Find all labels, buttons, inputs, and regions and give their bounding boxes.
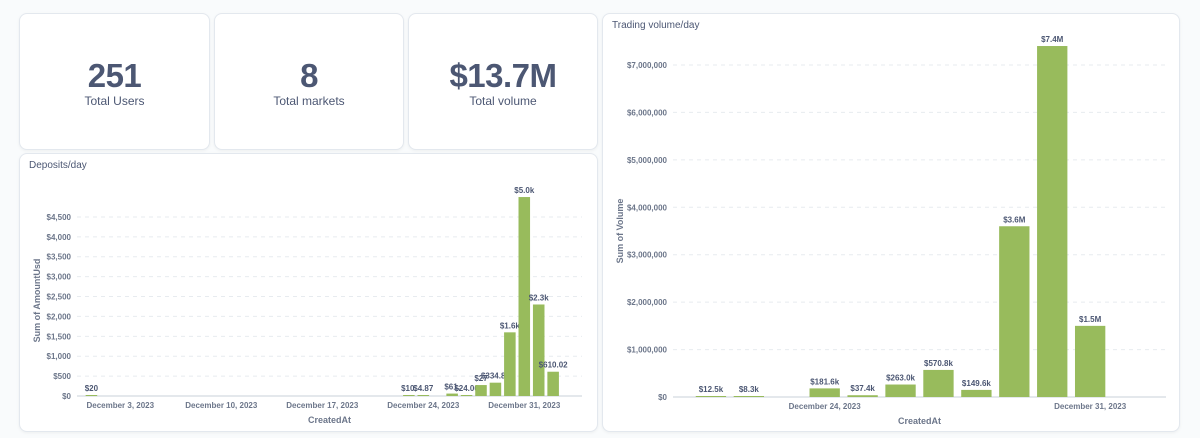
volume-ytick-label: $4,000,000	[627, 203, 668, 212]
volume-xtick-label: December 24, 2023	[789, 402, 862, 411]
volume-xtick-label: December 31, 2023	[1054, 402, 1127, 411]
deposits-chart: $0 $500 $1,000 $1,500 $2,000 $2,500 $3,000 $3,5…	[32, 186, 582, 425]
deposits-data-label: $334.82	[481, 372, 510, 381]
deposits-ytick-label: $2,000	[47, 312, 72, 321]
deposits-bar[interactable]	[532, 304, 545, 396]
deposits-data-label: $2.3k	[529, 293, 550, 302]
deposits-bar[interactable]	[504, 332, 516, 396]
deposits-bar[interactable]	[547, 371, 559, 396]
volume-bar[interactable]	[923, 369, 954, 397]
volume-ytick-label: $0	[658, 393, 667, 402]
total-users-label: Total Users	[84, 94, 145, 108]
volume-y-axis-title: Sum of Volume	[615, 199, 625, 264]
deposits-x-axis-title: CreatedAt	[308, 415, 351, 425]
volume-ytick-label: $3,000,000	[627, 251, 668, 260]
volume-bar[interactable]	[847, 395, 878, 397]
deposits-xtick-label: December 24, 2023	[387, 401, 460, 410]
deposits-xtick-label: December 17, 2023	[286, 401, 359, 410]
total-users-card[interactable]: 251 Total Users	[19, 13, 210, 150]
deposits-bar[interactable]	[489, 382, 502, 396]
deposits-data-label: $20	[85, 384, 99, 393]
deposits-data-label: $24.06	[454, 384, 479, 393]
volume-bar[interactable]	[885, 384, 916, 397]
deposits-ytick-label: $1,000	[47, 352, 72, 361]
volume-chart-card[interactable]: Trading volume/day $0 $1,000,000 $2,000,00…	[602, 13, 1180, 432]
volume-bar[interactable]	[695, 396, 727, 397]
deposits-xtick-label: December 3, 2023	[86, 401, 154, 410]
volume-ytick-label: $6,000,000	[627, 108, 668, 117]
deposits-bar[interactable]	[446, 393, 458, 396]
total-markets-value: 8	[300, 57, 318, 94]
volume-bar[interactable]	[999, 226, 1030, 397]
total-volume-card[interactable]: $13.7M Total volume	[408, 13, 598, 150]
volume-ytick-label: $2,000,000	[627, 298, 668, 307]
deposits-ytick-label: $0	[62, 392, 71, 401]
volume-ytick-label: $1,000,000	[627, 346, 668, 355]
total-volume-value: $13.7M	[449, 57, 557, 94]
volume-bar[interactable]	[1037, 46, 1068, 398]
deposits-chart-title[interactable]: Deposits/day	[29, 160, 87, 171]
deposits-data-label: $27	[474, 374, 488, 383]
volume-x-axis-title: CreatedAt	[898, 416, 941, 426]
deposits-bar[interactable]	[460, 395, 473, 396]
volume-chart: $0 $1,000,000 $2,000,000 $3,000,000 $4,000,0…	[615, 35, 1166, 426]
deposits-bar[interactable]	[417, 395, 430, 396]
volume-data-label: $3.6M	[1003, 215, 1026, 224]
deposits-data-label: $1.6k	[500, 321, 521, 330]
volume-ytick-label: $5,000,000	[627, 156, 668, 165]
volume-data-label: $7.4M	[1041, 35, 1064, 44]
volume-data-label: $8.3k	[739, 385, 760, 394]
volume-data-label: $12.5k	[699, 385, 724, 394]
deposits-xtick-label: December 31, 2023	[488, 401, 561, 410]
deposits-bar[interactable]	[403, 395, 415, 396]
volume-data-label: $570.8k	[924, 359, 953, 368]
deposits-data-label: $10.	[401, 384, 417, 393]
deposits-data-label: $610.02	[539, 361, 568, 370]
deposits-data-label: $5.0k	[514, 186, 535, 195]
volume-bar[interactable]	[809, 388, 840, 397]
deposits-bar[interactable]	[85, 395, 98, 396]
volume-data-label: $263.0k	[886, 374, 915, 383]
deposits-ytick-label: $1,500	[47, 332, 72, 341]
volume-bar[interactable]	[1074, 325, 1106, 397]
deposits-xtick-label: December 10, 2023	[185, 401, 258, 410]
volume-data-label: $149.6k	[962, 379, 991, 388]
deposits-y-axis-title: Sum of AmountUsd	[32, 259, 42, 343]
deposits-data-label: $4.87	[413, 384, 434, 393]
volume-chart-title[interactable]: Trading volume/day	[612, 20, 700, 31]
deposits-data-label: $61.	[444, 383, 460, 392]
volume-data-label: $37.4k	[850, 384, 875, 393]
deposits-ytick-label: $500	[53, 372, 71, 381]
volume-bar[interactable]	[961, 389, 992, 397]
deposits-ytick-label: $4,500	[47, 213, 72, 222]
deposits-ytick-label: $3,500	[47, 253, 72, 262]
volume-data-label: $1.5M	[1079, 315, 1102, 324]
total-volume-label: Total volume	[469, 94, 537, 108]
volume-data-label: $181.6k	[810, 377, 839, 386]
volume-ytick-label: $7,000,000	[627, 61, 668, 70]
total-markets-card[interactable]: 8 Total markets	[214, 13, 404, 150]
deposits-ytick-label: $4,000	[47, 233, 72, 242]
deposits-bar[interactable]	[518, 197, 531, 396]
total-markets-label: Total markets	[273, 94, 345, 108]
volume-bar[interactable]	[733, 396, 765, 397]
deposits-ytick-label: $3,000	[47, 273, 72, 282]
deposits-chart-card[interactable]: Deposits/day $0 $500 $1,000 $1,500 $2,000 $2,…	[19, 153, 598, 432]
deposits-ytick-label: $2,500	[47, 293, 72, 302]
deposits-bar[interactable]	[475, 385, 487, 396]
total-users-value: 251	[87, 57, 142, 94]
